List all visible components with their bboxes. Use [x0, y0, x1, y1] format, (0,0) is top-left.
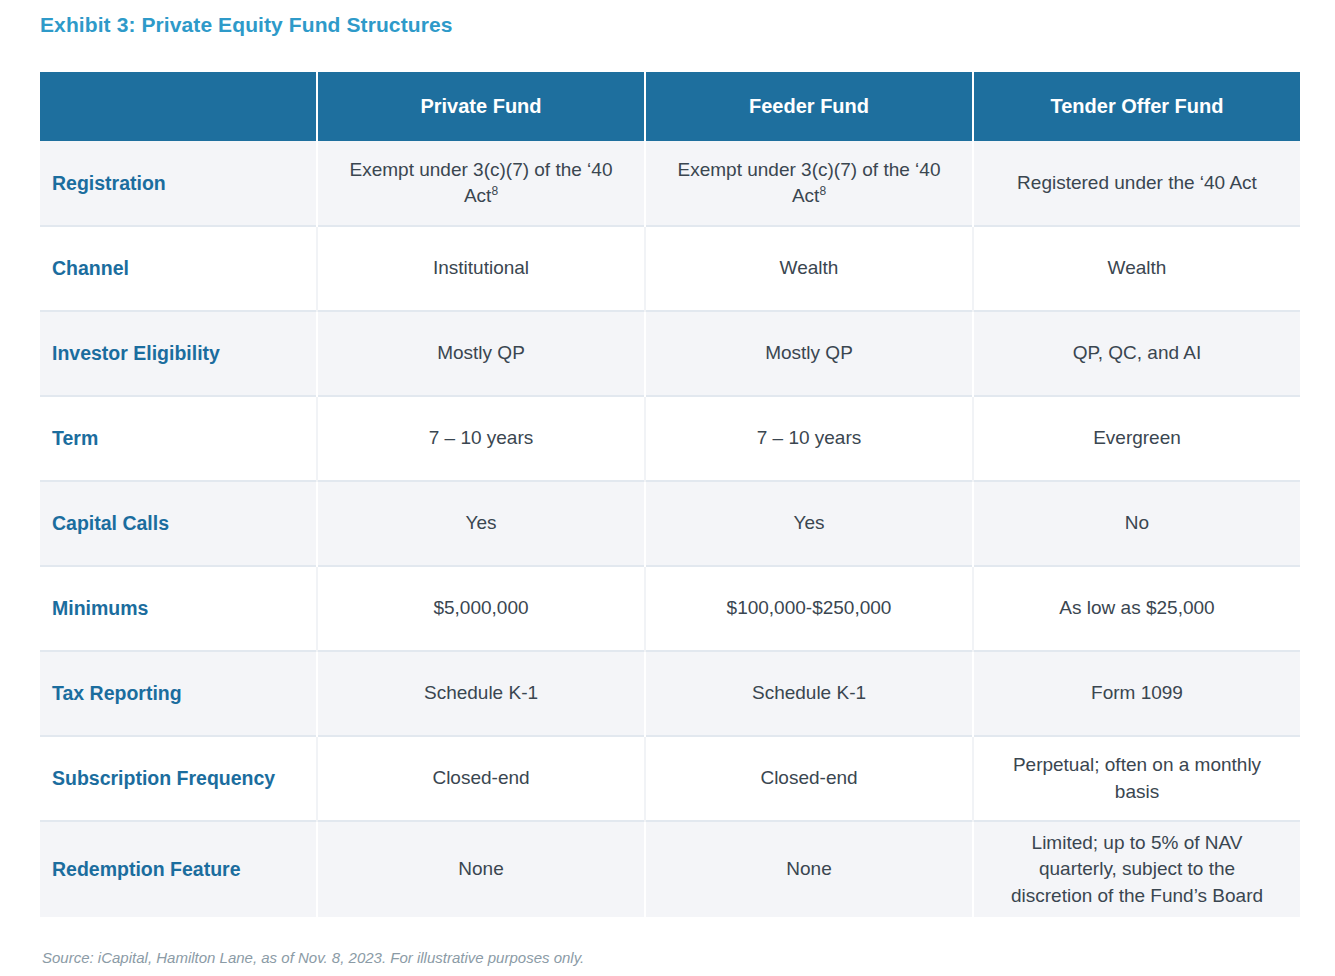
- column-header-feeder-fund: Feeder Fund: [645, 72, 973, 141]
- table-cell: 7 – 10 years: [645, 396, 973, 481]
- table-cell: Mostly QP: [317, 311, 645, 396]
- table-cell: Mostly QP: [645, 311, 973, 396]
- row-label: Subscription Frequency: [40, 736, 317, 821]
- cell-text: Institutional: [433, 257, 529, 278]
- cell-text: 7 – 10 years: [429, 427, 534, 448]
- row-label: Capital Calls: [40, 481, 317, 566]
- row-label: Redemption Feature: [40, 821, 317, 917]
- fund-structures-table: Private Fund Feeder Fund Tender Offer Fu…: [40, 72, 1300, 917]
- table-cell: As low as $25,000: [973, 566, 1300, 651]
- cell-text: Mostly QP: [765, 342, 853, 363]
- cell-text: Evergreen: [1093, 427, 1181, 448]
- footnote-reference: 8: [819, 184, 826, 198]
- cell-text: Exempt under 3(c)(7) of the ‘40 Act: [678, 159, 941, 206]
- table-cell: 7 – 10 years: [317, 396, 645, 481]
- row-label: Registration: [40, 141, 317, 226]
- cell-text: Schedule K-1: [752, 682, 866, 703]
- table-cell: Wealth: [973, 226, 1300, 311]
- table-cell: Limited; up to 5% of NAV quarterly, subj…: [973, 821, 1300, 917]
- corner-cell: [40, 72, 317, 141]
- table-cell: Schedule K-1: [645, 651, 973, 736]
- table-row-channel: Channel Institutional Wealth Wealth: [40, 226, 1300, 311]
- table-cell: No: [973, 481, 1300, 566]
- cell-text: None: [786, 858, 831, 879]
- column-header-tender-offer-fund: Tender Offer Fund: [973, 72, 1300, 141]
- row-label: Minimums: [40, 566, 317, 651]
- table-cell: Exempt under 3(c)(7) of the ‘40 Act8: [645, 141, 973, 226]
- source-note: Source: iCapital, Hamilton Lane, as of N…: [42, 949, 1300, 966]
- table-row-term: Term 7 – 10 years 7 – 10 years Evergreen: [40, 396, 1300, 481]
- table-cell: None: [645, 821, 973, 917]
- cell-text: 7 – 10 years: [757, 427, 862, 448]
- table-cell: Schedule K-1: [317, 651, 645, 736]
- cell-text: Mostly QP: [437, 342, 525, 363]
- table-cell: Exempt under 3(c)(7) of the ‘40 Act8: [317, 141, 645, 226]
- table-row-subscription-frequency: Subscription Frequency Closed-end Closed…: [40, 736, 1300, 821]
- table-cell: Evergreen: [973, 396, 1300, 481]
- table-cell: $100,000-$250,000: [645, 566, 973, 651]
- table-row-tax-reporting: Tax Reporting Schedule K-1 Schedule K-1 …: [40, 651, 1300, 736]
- table-cell: QP, QC, and AI: [973, 311, 1300, 396]
- cell-text: Closed-end: [760, 767, 857, 788]
- table-row-capital-calls: Capital Calls Yes Yes No: [40, 481, 1300, 566]
- table-row-registration: Registration Exempt under 3(c)(7) of the…: [40, 141, 1300, 226]
- cell-text: Perpetual; often on a monthly basis: [1013, 754, 1261, 801]
- cell-text: No: [1125, 512, 1149, 533]
- table-cell: None: [317, 821, 645, 917]
- header-row: Private Fund Feeder Fund Tender Offer Fu…: [40, 72, 1300, 141]
- table-cell: Closed-end: [645, 736, 973, 821]
- table-cell: Wealth: [645, 226, 973, 311]
- table-row-redemption-feature: Redemption Feature None None Limited; up…: [40, 821, 1300, 917]
- cell-text: $100,000-$250,000: [727, 597, 892, 618]
- table-cell: Perpetual; often on a monthly basis: [973, 736, 1300, 821]
- table-cell: Closed-end: [317, 736, 645, 821]
- cell-text: Yes: [466, 512, 497, 533]
- cell-text: Schedule K-1: [424, 682, 538, 703]
- cell-text: Form 1099: [1091, 682, 1183, 703]
- table-cell: Registered under the ‘40 Act: [973, 141, 1300, 226]
- cell-text: Wealth: [1108, 257, 1167, 278]
- table-cell: Yes: [317, 481, 645, 566]
- row-label: Channel: [40, 226, 317, 311]
- cell-text: Wealth: [780, 257, 839, 278]
- row-label: Term: [40, 396, 317, 481]
- table-cell: Institutional: [317, 226, 645, 311]
- table-cell: $5,000,000: [317, 566, 645, 651]
- cell-text: None: [458, 858, 503, 879]
- footnote-reference: 8: [491, 184, 498, 198]
- cell-text: Yes: [794, 512, 825, 533]
- cell-text: Registered under the ‘40 Act: [1017, 172, 1257, 193]
- row-label: Tax Reporting: [40, 651, 317, 736]
- cell-text: As low as $25,000: [1059, 597, 1214, 618]
- table-cell: Yes: [645, 481, 973, 566]
- row-label: Investor Eligibility: [40, 311, 317, 396]
- column-header-private-fund: Private Fund: [317, 72, 645, 141]
- exhibit-page: Exhibit 3: Private Equity Fund Structure…: [0, 0, 1335, 976]
- cell-text: Closed-end: [432, 767, 529, 788]
- table-row-investor-eligibility: Investor Eligibility Mostly QP Mostly QP…: [40, 311, 1300, 396]
- cell-text: Limited; up to 5% of NAV quarterly, subj…: [1011, 832, 1263, 905]
- page-title: Exhibit 3: Private Equity Fund Structure…: [40, 13, 1300, 36]
- cell-text: QP, QC, and AI: [1073, 342, 1202, 363]
- cell-text: Exempt under 3(c)(7) of the ‘40 Act: [350, 159, 613, 206]
- table-cell: Form 1099: [973, 651, 1300, 736]
- table-row-minimums: Minimums $5,000,000 $100,000-$250,000 As…: [40, 566, 1300, 651]
- cell-text: $5,000,000: [433, 597, 528, 618]
